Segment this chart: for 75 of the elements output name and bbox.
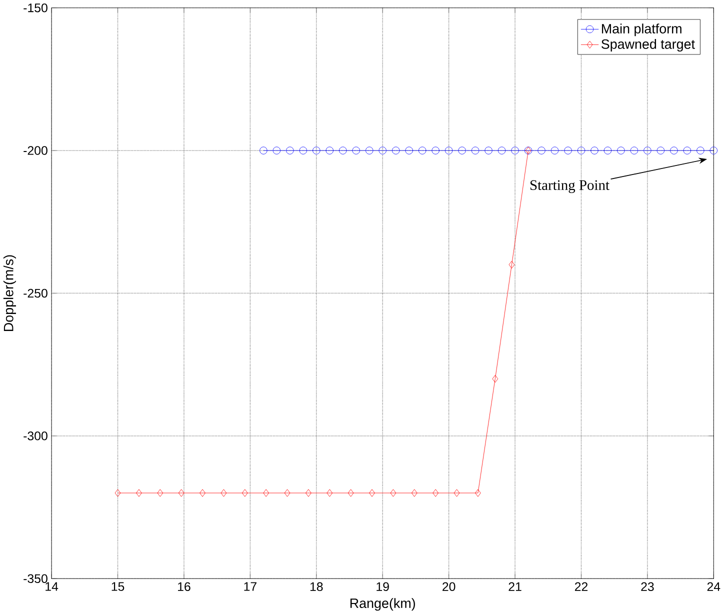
point	[484, 146, 492, 154]
point	[644, 146, 652, 154]
point	[326, 146, 334, 154]
x-tick-label: 19	[376, 582, 389, 591]
x-tick-label: 24	[707, 582, 720, 591]
point	[339, 146, 347, 154]
point	[200, 489, 206, 497]
x-axis-title: Range(km)	[350, 598, 416, 611]
point	[242, 489, 248, 497]
point	[263, 489, 270, 497]
point	[432, 489, 438, 497]
point	[577, 146, 586, 154]
legend-label: Main platform	[602, 24, 682, 36]
point	[390, 489, 396, 497]
point	[260, 146, 268, 154]
point	[604, 146, 612, 154]
point	[696, 146, 704, 154]
point	[405, 146, 413, 154]
point	[475, 489, 481, 497]
point	[550, 146, 559, 154]
point	[306, 489, 312, 497]
point	[378, 146, 386, 154]
y-tick-label: -250	[24, 288, 48, 298]
point	[458, 146, 466, 154]
point	[326, 489, 333, 497]
y-tick-label: -200	[24, 146, 48, 155]
point	[157, 489, 164, 497]
y-tick-label: -300	[24, 431, 48, 440]
point	[114, 489, 121, 497]
point	[564, 146, 572, 154]
legend-label: Spawned target	[602, 38, 695, 52]
y-axis-title: Doppler(m/s)	[3, 255, 16, 331]
x-tick-label: 22	[574, 582, 588, 591]
point	[220, 489, 227, 497]
point	[630, 146, 638, 154]
point	[286, 146, 294, 154]
point	[538, 146, 546, 154]
point	[656, 146, 665, 154]
x-tick-label: 17	[244, 582, 256, 591]
point	[284, 489, 290, 497]
x-tick-label: 20	[442, 582, 456, 591]
point	[444, 146, 453, 154]
point	[312, 146, 320, 154]
point	[590, 146, 598, 154]
point	[272, 146, 281, 154]
point	[432, 146, 440, 154]
x-tick-label: 15	[112, 582, 124, 591]
point	[617, 146, 625, 154]
point	[508, 260, 515, 268]
x-tick-label: 16	[178, 582, 190, 591]
point	[411, 489, 418, 497]
y-tick-label: -350	[24, 574, 48, 583]
annotation: Starting Point	[530, 180, 610, 193]
point	[136, 489, 142, 497]
y-tick-label: -150	[24, 3, 48, 12]
point	[670, 146, 678, 154]
point	[511, 146, 519, 154]
point	[454, 489, 460, 497]
point	[366, 146, 374, 154]
point	[348, 489, 354, 497]
point	[352, 146, 360, 154]
x-tick-label: 21	[508, 582, 522, 591]
point	[369, 489, 375, 497]
point	[392, 146, 400, 154]
point	[418, 146, 426, 154]
point	[492, 374, 498, 383]
x-tick-label: 23	[641, 582, 654, 591]
point	[710, 146, 718, 154]
x-tick-label: 18	[310, 582, 323, 591]
x-tick-label: 14	[46, 582, 58, 591]
point	[178, 489, 184, 497]
point	[299, 146, 307, 154]
point	[683, 146, 691, 154]
point	[498, 146, 506, 154]
point	[471, 146, 480, 154]
